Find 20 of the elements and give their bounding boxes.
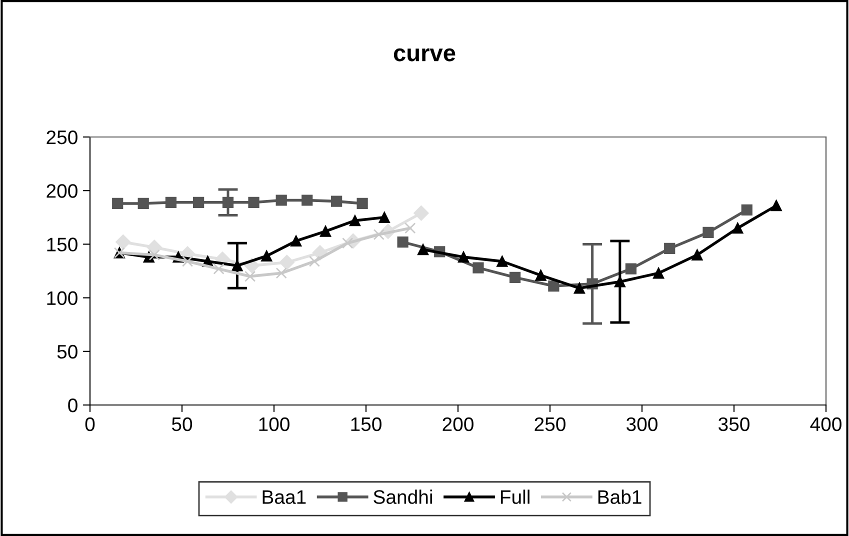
y-tick-label: 200 bbox=[46, 184, 78, 198]
y-tick-label: 250 bbox=[46, 130, 78, 144]
x-tick-label: 300 bbox=[626, 417, 658, 432]
legend-label: Full bbox=[500, 490, 530, 504]
y-tick-label: 150 bbox=[47, 238, 78, 252]
x-tick-label: 200 bbox=[442, 417, 474, 432]
x-tick-label: 350 bbox=[718, 417, 750, 432]
legend-label: Bab1 bbox=[598, 490, 642, 504]
y-tick-label: 100 bbox=[47, 291, 78, 306]
x-tick-label: 400 bbox=[810, 417, 842, 432]
x-tick-label: 250 bbox=[534, 417, 566, 432]
x-tick-label: 0 bbox=[85, 417, 95, 432]
x-tick-label: 150 bbox=[351, 417, 382, 432]
y-tick-label: 0 bbox=[68, 398, 78, 412]
x-tick-label: 100 bbox=[259, 417, 290, 432]
chart-title: curve bbox=[394, 48, 456, 62]
legend-label: Baa1 bbox=[262, 490, 306, 504]
x-tick-label: 50 bbox=[172, 417, 192, 432]
y-tick-label: 50 bbox=[57, 344, 78, 359]
legend-label: Sandhi bbox=[374, 490, 432, 504]
